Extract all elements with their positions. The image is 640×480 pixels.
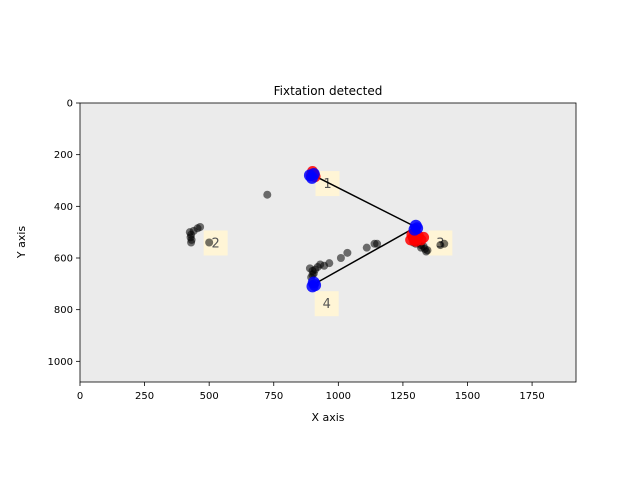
x-tick-label: 1750: [519, 391, 544, 402]
x-tick-label: 500: [200, 391, 219, 402]
fixation-label-2: 2: [211, 237, 219, 252]
fixation-center-layer: [303, 168, 424, 293]
fixation-label-4: 4: [323, 297, 331, 312]
fixation-label-box-4: [314, 291, 339, 317]
y-axis: 0 200 400 600 800 1000: [48, 99, 80, 368]
raw-gaze-point: [187, 238, 196, 247]
raw-gaze-point: [440, 239, 449, 248]
y-tick-label: 200: [54, 150, 73, 161]
raw-gaze-point: [343, 248, 352, 257]
scanpath-segment-2: [313, 226, 417, 286]
x-tick-label: 250: [135, 391, 154, 402]
y-tick-label: 600: [54, 254, 73, 265]
x-axis: 0 250 500 750 1000 1250 1500 1750: [77, 382, 545, 402]
scanpath-layer: [312, 174, 417, 286]
raw-gaze-point: [325, 259, 334, 268]
raw-gaze-point: [423, 246, 432, 255]
x-tick-label: 1500: [455, 391, 480, 402]
raw-gaze-point: [205, 238, 214, 247]
x-axis-label: X axis: [311, 411, 344, 424]
x-tick-label: 0: [77, 391, 83, 402]
fixation-label-1: 1: [323, 177, 331, 192]
scanpath-segment-1: [312, 174, 417, 228]
y-tick-label: 800: [54, 305, 73, 316]
x-tick-label: 750: [264, 391, 283, 402]
plot-area: [79, 102, 577, 383]
fixation-center-point: [306, 280, 319, 293]
raw-gaze-point: [336, 254, 345, 262]
raw-gaze-point: [263, 190, 272, 199]
raw-gaze-point: [196, 223, 205, 231]
y-tick-label: 0: [67, 99, 73, 110]
y-tick-label: 1000: [48, 357, 73, 368]
x-tick-label: 1000: [326, 391, 351, 402]
y-axis-label: Y axis: [15, 226, 28, 260]
raw-gaze-point: [373, 239, 382, 248]
raw-gaze-point: [362, 243, 371, 252]
fixation-center-point: [408, 223, 421, 236]
chart-title: Fixtation detected: [274, 84, 383, 98]
fixation-point: [418, 231, 430, 243]
y-tick-label: 400: [54, 202, 73, 213]
x-tick-label: 1250: [390, 391, 415, 402]
fixation-center-point: [307, 168, 320, 181]
